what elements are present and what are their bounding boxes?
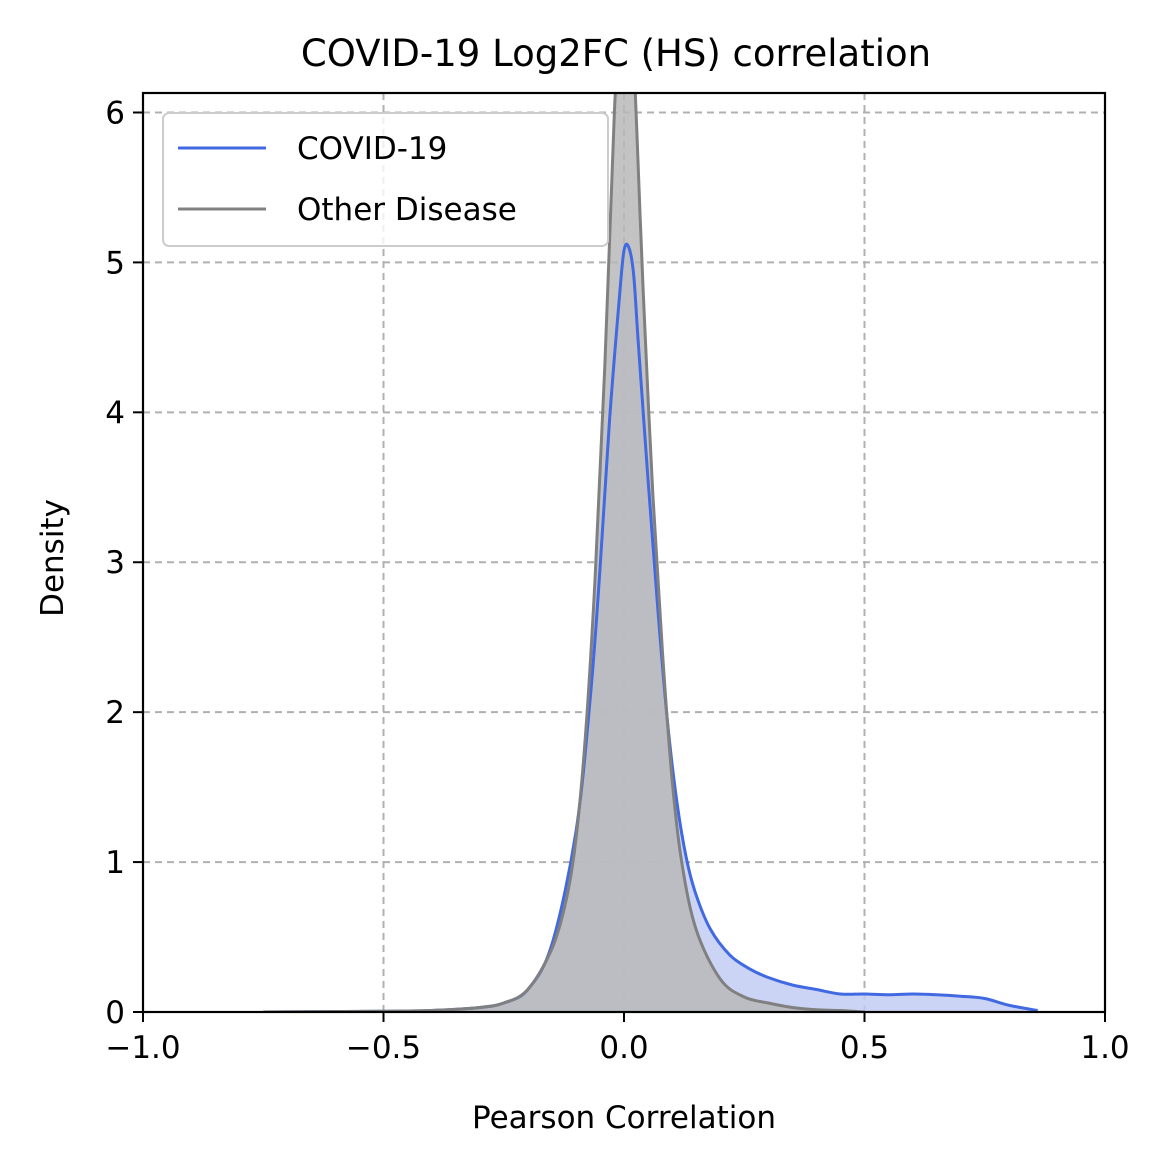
y-tick-label: 6 xyxy=(105,95,125,131)
y-tick-label: 3 xyxy=(105,545,125,581)
y-tick-label: 5 xyxy=(105,245,125,281)
series-line-other-disease xyxy=(263,93,865,1012)
chart-title: COVID-19 Log2FC (HS) correlation xyxy=(301,32,931,75)
x-tick-label: −1.0 xyxy=(105,1030,180,1066)
x-tick-label: −0.5 xyxy=(346,1030,421,1066)
legend-label-covid-19: COVID-19 xyxy=(297,131,447,167)
series-fills xyxy=(263,93,1038,1012)
x-axis-ticks: −1.0 −0.5 0.0 0.5 1.0 xyxy=(105,1012,1130,1066)
x-tick-label: 1.0 xyxy=(1080,1030,1129,1066)
y-axis-ticks: 0 1 2 3 4 5 6 xyxy=(105,95,143,1031)
y-tick-label: 1 xyxy=(105,845,125,881)
x-tick-label: 0.0 xyxy=(599,1030,648,1066)
y-axis-label: Density xyxy=(35,499,71,617)
x-tick-label: 0.5 xyxy=(840,1030,889,1066)
series-line-covid-19 xyxy=(263,242,1038,1012)
legend-label-other-disease: Other Disease xyxy=(297,192,517,228)
series-lines xyxy=(263,93,1038,1012)
y-tick-label: 2 xyxy=(105,695,125,731)
y-tick-label: 0 xyxy=(105,995,125,1031)
legend: COVID-19 Other Disease xyxy=(162,112,609,247)
x-axis-label: Pearson Correlation xyxy=(472,1100,776,1136)
y-tick-label: 4 xyxy=(105,395,125,431)
legend-box xyxy=(162,112,609,247)
